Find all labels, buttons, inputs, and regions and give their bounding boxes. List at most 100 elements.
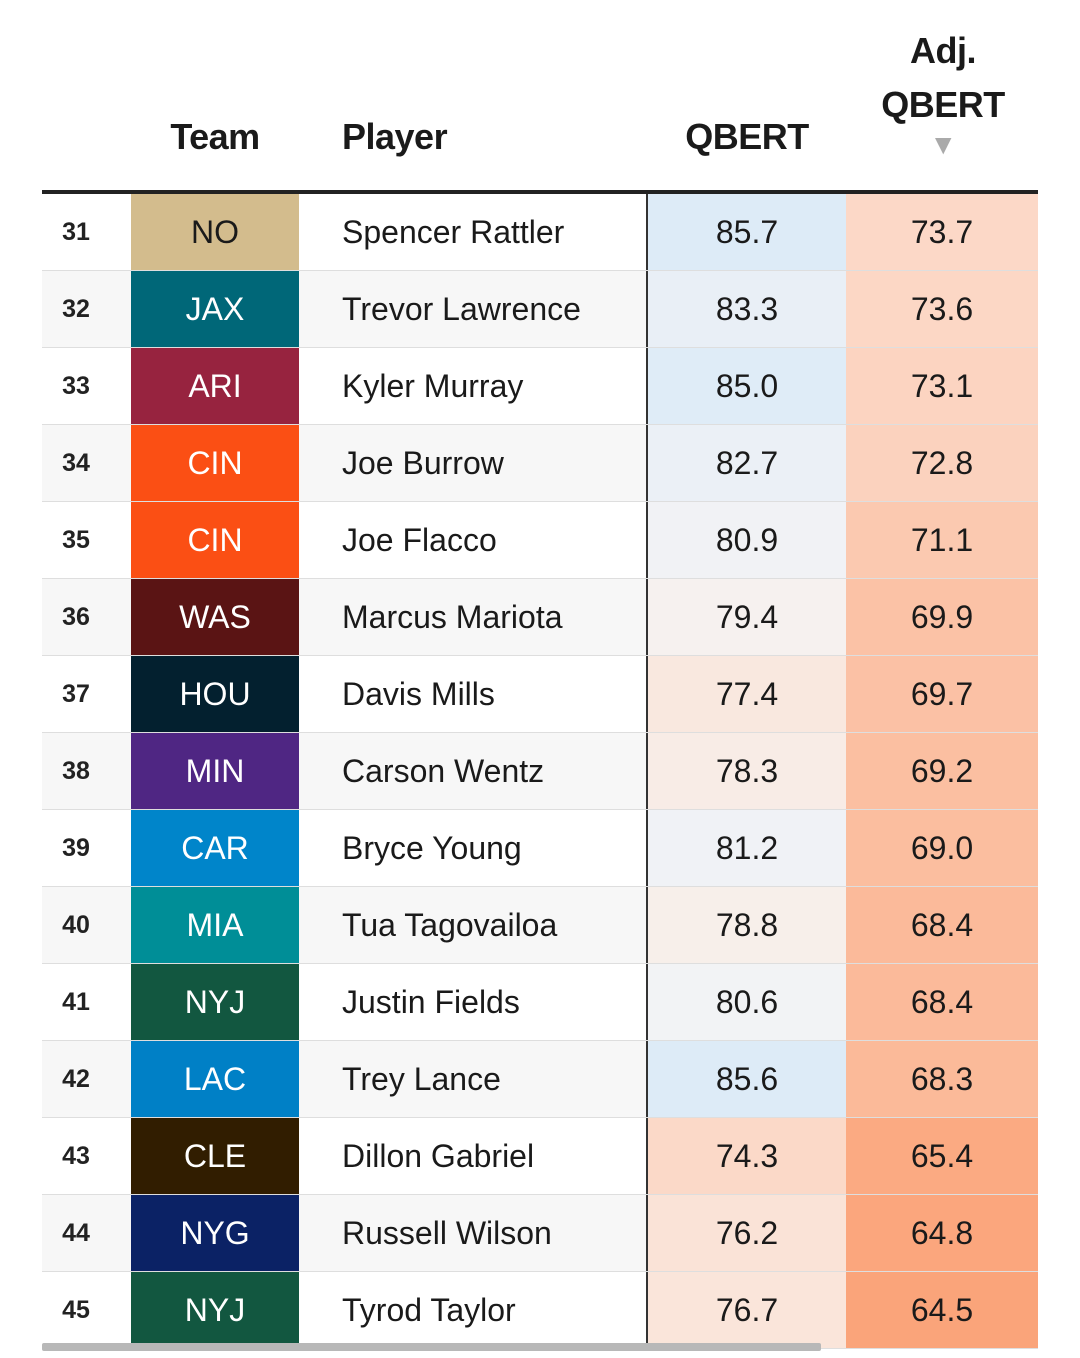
adj-qbert-cell: 72.8 bbox=[846, 425, 1038, 501]
qbert-cell: 85.0 bbox=[646, 348, 846, 424]
team-cell: CAR bbox=[131, 810, 299, 886]
player-cell: Dillon Gabriel bbox=[342, 1138, 535, 1174]
qbert-cell: 74.3 bbox=[646, 1118, 846, 1194]
adj-qbert-cell: 68.3 bbox=[846, 1041, 1038, 1117]
rank-cell: 39 bbox=[62, 834, 90, 862]
player-cell: Carson Wentz bbox=[342, 753, 545, 789]
table-row: 41 NYJ Justin Fields 80.6 68.4 bbox=[42, 964, 1038, 1041]
table-row: 42 LAC Trey Lance 85.6 68.3 bbox=[42, 1041, 1038, 1118]
player-cell: Bryce Young bbox=[342, 830, 522, 866]
table-row: 31 NO Spencer Rattler 85.7 73.7 bbox=[42, 194, 1038, 271]
adj-qbert-cell: 71.1 bbox=[846, 502, 1038, 578]
header-player[interactable]: Player bbox=[342, 116, 448, 157]
qbert-cell: 85.7 bbox=[646, 194, 846, 270]
team-cell: LAC bbox=[131, 1041, 299, 1117]
qbert-cell: 82.7 bbox=[646, 425, 846, 501]
rank-cell: 45 bbox=[62, 1296, 90, 1324]
header-team[interactable]: Team bbox=[170, 116, 260, 157]
qbert-cell: 85.6 bbox=[646, 1041, 846, 1117]
team-cell: NO bbox=[131, 194, 299, 270]
qbert-cell: 83.3 bbox=[646, 271, 846, 347]
table-row: 35 CIN Joe Flacco 80.9 71.1 bbox=[42, 502, 1038, 579]
adj-qbert-cell: 73.7 bbox=[846, 194, 1038, 270]
player-cell: Trevor Lawrence bbox=[342, 291, 581, 327]
player-cell: Marcus Mariota bbox=[342, 599, 563, 635]
adj-qbert-cell: 64.8 bbox=[846, 1195, 1038, 1271]
team-cell: HOU bbox=[131, 656, 299, 732]
adj-qbert-cell: 69.2 bbox=[846, 733, 1038, 809]
team-cell: WAS bbox=[131, 579, 299, 655]
player-cell: Tyrod Taylor bbox=[342, 1292, 516, 1328]
table-row: 34 CIN Joe Burrow 82.7 72.8 bbox=[42, 425, 1038, 502]
rank-cell: 32 bbox=[62, 295, 90, 323]
player-cell: Russell Wilson bbox=[342, 1215, 552, 1251]
header-adj-qbert[interactable]: Adj. QBERT ▼ bbox=[848, 24, 1038, 164]
adj-qbert-cell: 64.5 bbox=[846, 1272, 1038, 1348]
table-row: 44 NYG Russell Wilson 76.2 64.8 bbox=[42, 1195, 1038, 1272]
qbert-cell: 76.2 bbox=[646, 1195, 846, 1271]
team-cell: NYJ bbox=[131, 964, 299, 1040]
player-cell: Spencer Rattler bbox=[342, 214, 565, 250]
team-cell: ARI bbox=[131, 348, 299, 424]
player-cell: Joe Burrow bbox=[342, 445, 504, 481]
team-cell: NYG bbox=[131, 1195, 299, 1271]
rank-cell: 41 bbox=[62, 988, 90, 1016]
adj-qbert-cell: 69.7 bbox=[846, 656, 1038, 732]
qbert-cell: 79.4 bbox=[646, 579, 846, 655]
qbert-cell: 78.8 bbox=[646, 887, 846, 963]
player-cell: Tua Tagovailoa bbox=[342, 907, 558, 943]
team-cell: MIA bbox=[131, 887, 299, 963]
adj-qbert-cell: 68.4 bbox=[846, 887, 1038, 963]
qbert-cell: 77.4 bbox=[646, 656, 846, 732]
adj-qbert-cell: 73.1 bbox=[846, 348, 1038, 424]
table-row: 40 MIA Tua Tagovailoa 78.8 68.4 bbox=[42, 887, 1038, 964]
table-header: Team Player QBERT Adj. QBERT ▼ bbox=[42, 0, 1038, 190]
rank-cell: 31 bbox=[62, 218, 90, 246]
team-cell: CIN bbox=[131, 502, 299, 578]
player-cell: Justin Fields bbox=[342, 984, 520, 1020]
table-row: 39 CAR Bryce Young 81.2 69.0 bbox=[42, 810, 1038, 887]
table-row: 37 HOU Davis Mills 77.4 69.7 bbox=[42, 656, 1038, 733]
rank-cell: 42 bbox=[62, 1065, 90, 1093]
player-cell: Trey Lance bbox=[342, 1061, 501, 1097]
rank-cell: 34 bbox=[62, 449, 90, 477]
header-adj-qbert-line1: Adj. bbox=[910, 30, 977, 71]
qbert-cell: 80.9 bbox=[646, 502, 846, 578]
table-row: 36 WAS Marcus Mariota 79.4 69.9 bbox=[42, 579, 1038, 656]
qbert-cell: 76.7 bbox=[646, 1272, 846, 1348]
rank-cell: 43 bbox=[62, 1142, 90, 1170]
table-body: 31 NO Spencer Rattler 85.7 73.7 32 JAX Trevor L… bbox=[42, 194, 1038, 1349]
table-row: 45 NYJ Tyrod Taylor 76.7 64.5 bbox=[42, 1272, 1038, 1349]
table-row: 43 CLE Dillon Gabriel 74.3 65.4 bbox=[42, 1118, 1038, 1195]
rank-cell: 40 bbox=[62, 911, 90, 939]
rank-cell: 36 bbox=[62, 603, 90, 631]
header-qbert[interactable]: QBERT bbox=[685, 116, 809, 157]
table-row: 33 ARI Kyler Murray 85.0 73.1 bbox=[42, 348, 1038, 425]
header-rule bbox=[42, 190, 1038, 194]
qbert-table: Team Player QBERT Adj. QBERT ▼ 31 NO Spenc… bbox=[42, 0, 1038, 1349]
adj-qbert-cell: 68.4 bbox=[846, 964, 1038, 1040]
qbert-cell: 78.3 bbox=[646, 733, 846, 809]
adj-qbert-cell: 69.0 bbox=[846, 810, 1038, 886]
rank-cell: 33 bbox=[62, 372, 90, 400]
rank-cell: 37 bbox=[62, 680, 90, 708]
horizontal-scrollbar[interactable] bbox=[42, 1343, 821, 1351]
player-cell: Joe Flacco bbox=[342, 522, 497, 558]
team-cell: NYJ bbox=[131, 1272, 299, 1348]
player-cell: Kyler Murray bbox=[342, 368, 524, 404]
qbert-cell: 81.2 bbox=[646, 810, 846, 886]
team-cell: JAX bbox=[131, 271, 299, 347]
rank-cell: 35 bbox=[62, 526, 90, 554]
team-cell: CLE bbox=[131, 1118, 299, 1194]
adj-qbert-cell: 65.4 bbox=[846, 1118, 1038, 1194]
team-cell: CIN bbox=[131, 425, 299, 501]
rank-cell: 38 bbox=[62, 757, 90, 785]
player-cell: Davis Mills bbox=[342, 676, 495, 712]
qbert-cell: 80.6 bbox=[646, 964, 846, 1040]
team-cell: MIN bbox=[131, 733, 299, 809]
sort-descending-icon: ▼ bbox=[929, 129, 957, 160]
header-adj-qbert-line2: QBERT bbox=[881, 84, 1005, 125]
rank-cell: 44 bbox=[62, 1219, 90, 1247]
table-row: 32 JAX Trevor Lawrence 83.3 73.6 bbox=[42, 271, 1038, 348]
adj-qbert-cell: 69.9 bbox=[846, 579, 1038, 655]
